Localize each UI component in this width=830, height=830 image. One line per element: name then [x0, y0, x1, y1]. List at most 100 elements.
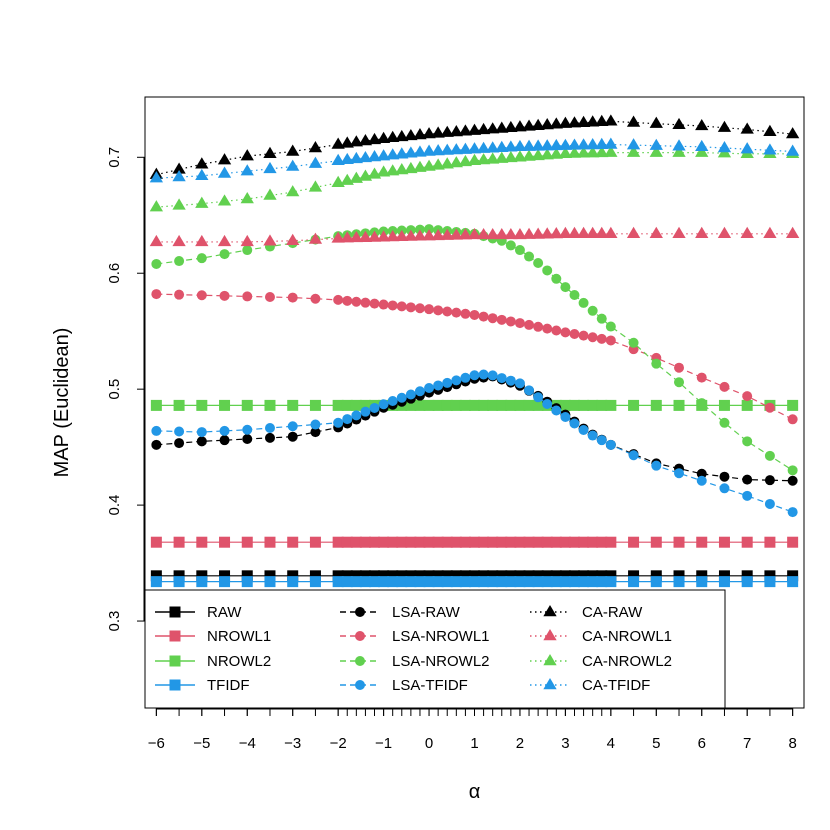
data-point-ca-nrowl2 — [449, 156, 463, 168]
data-point-ca-nrowl1 — [540, 227, 554, 239]
data-point-nrowl1 — [514, 536, 526, 548]
data-point-nrowl1 — [432, 536, 444, 548]
legend-label: CA-NROWL2 — [582, 653, 672, 670]
data-point-nrowl2 — [532, 399, 544, 411]
data-point-nrowl1 — [587, 536, 599, 548]
data-point-tfidf — [496, 576, 508, 588]
data-point-nrowl1 — [450, 536, 462, 548]
data-point-nrowl1 — [264, 536, 276, 548]
data-point-ca-raw — [349, 135, 363, 147]
x-tick-label: 3 — [561, 735, 569, 752]
data-point-ca-nrowl2 — [440, 157, 454, 169]
data-point-lsa-nrowl2 — [505, 240, 516, 251]
data-point-nrowl2 — [718, 399, 730, 411]
series-ca-tfidf — [149, 137, 800, 183]
data-point-lsa-tfidf — [551, 405, 562, 416]
data-point-raw — [596, 570, 608, 582]
data-point-raw — [359, 570, 371, 582]
data-point-ca-tfidf — [576, 138, 591, 150]
data-point-raw — [309, 570, 321, 582]
data-point-nrowl2 — [505, 399, 517, 411]
data-point-lsa-nrowl1 — [524, 319, 535, 330]
data-point-nrowl1 — [219, 536, 231, 548]
data-point-tfidf — [673, 576, 685, 588]
data-point-nrowl1 — [287, 536, 299, 548]
data-point-nrowl2 — [450, 399, 462, 411]
data-point-raw — [350, 570, 362, 582]
data-point-nrowl2 — [628, 399, 640, 411]
data-point-ca-tfidf — [376, 149, 391, 161]
data-point-tfidf — [787, 576, 799, 588]
data-point-ca-nrowl2 — [672, 145, 686, 157]
data-point-tfidf — [378, 576, 390, 588]
data-point-ca-nrowl1 — [440, 228, 454, 240]
data-point-nrowl1 — [241, 536, 253, 548]
legend-item-ca-tfidf: CA-TFIDF — [530, 677, 650, 694]
data-point-raw — [241, 570, 253, 582]
data-point-raw — [673, 570, 685, 582]
data-point-tfidf — [359, 576, 371, 588]
data-point-ca-tfidf — [604, 137, 618, 149]
data-point-lsa-nrowl2 — [560, 282, 571, 293]
data-point-nrowl1 — [309, 536, 321, 548]
data-point-ca-raw — [367, 132, 382, 145]
data-point-lsa-nrowl1 — [219, 290, 230, 301]
data-point-ca-nrowl2 — [522, 149, 536, 161]
data-point-ca-nrowl1 — [331, 231, 345, 243]
data-point-raw — [396, 570, 408, 582]
data-point-ca-tfidf — [717, 141, 732, 153]
data-point-ca-tfidf — [467, 142, 482, 154]
data-point-ca-tfidf — [386, 148, 400, 160]
data-point-lsa-nrowl1 — [396, 301, 407, 312]
data-point-ca-tfidf — [504, 140, 518, 152]
data-point-tfidf — [741, 576, 753, 588]
x-tick-label: 2 — [516, 735, 524, 752]
data-point-ca-raw — [586, 115, 600, 127]
data-point-lsa-nrowl2 — [551, 273, 562, 284]
data-point-raw — [219, 570, 231, 582]
data-point-ca-raw — [308, 141, 323, 153]
data-point-ca-nrowl1 — [149, 234, 164, 247]
data-point-nrowl2 — [469, 399, 480, 411]
data-point-ca-tfidf — [513, 139, 527, 152]
data-point-ca-raw — [458, 124, 473, 136]
legend-label: NROWL2 — [207, 653, 271, 670]
data-point-ca-raw — [785, 127, 800, 139]
series-raw — [150, 570, 799, 582]
data-point-lsa-nrowl2 — [605, 321, 616, 332]
data-point-raw — [441, 570, 453, 582]
data-point-ca-raw — [495, 121, 509, 133]
legend-label: LSA-TFIDF — [392, 677, 468, 694]
data-point-lsa-nrowl1 — [478, 311, 489, 322]
data-point-lsa-nrowl1 — [551, 325, 562, 336]
data-point-lsa-tfidf — [719, 483, 730, 494]
data-point-raw — [650, 570, 662, 582]
legend-label: RAW — [207, 604, 242, 621]
data-point-lsa-tfidf — [478, 369, 489, 380]
data-point-ca-nrowl1 — [549, 227, 563, 239]
y-tick-label: 0.6 — [106, 263, 123, 284]
legend-item-lsa-nrowl1: LSA-NROWL1 — [340, 628, 490, 645]
x-tick-label: 7 — [743, 735, 751, 752]
data-point-lsa-tfidf — [628, 450, 639, 461]
data-point-lsa-nrowl1 — [719, 381, 730, 392]
data-point-nrowl1 — [568, 536, 580, 548]
data-point-ca-nrowl2 — [217, 194, 232, 206]
data-point-lsa-nrowl1 — [742, 391, 753, 402]
data-point-ca-nrowl2 — [486, 152, 500, 164]
data-point-lsa-nrowl1 — [605, 335, 616, 346]
x-tick-label: −3 — [284, 735, 301, 752]
data-point-ca-nrowl1 — [567, 226, 582, 239]
legend-item-ca-nrowl2: CA-NROWL2 — [530, 653, 672, 670]
data-point-lsa-nrowl1 — [414, 303, 425, 314]
data-point-nrowl2 — [359, 399, 371, 411]
data-point-lsa-raw — [196, 436, 207, 447]
data-point-ca-raw — [340, 136, 354, 148]
data-point-nrowl2 — [605, 399, 617, 411]
data-point-ca-nrowl2 — [595, 145, 609, 158]
data-point-nrowl1 — [396, 536, 408, 548]
data-point-ca-raw — [717, 120, 732, 132]
data-point-ca-tfidf — [495, 140, 509, 152]
data-point-ca-raw — [358, 134, 373, 146]
data-point-nrowl2 — [264, 399, 276, 411]
